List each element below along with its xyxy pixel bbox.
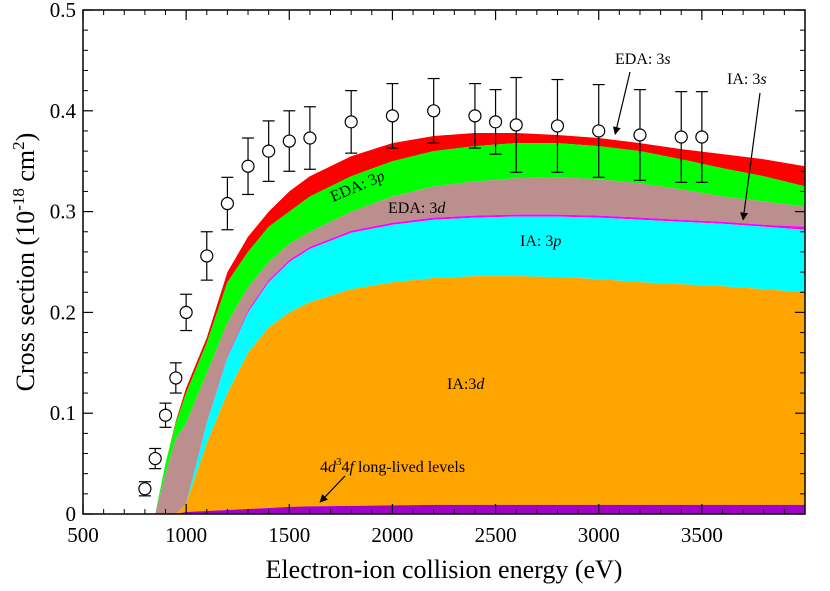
area-eda-3d xyxy=(155,177,805,514)
measurement-point xyxy=(138,481,152,497)
x-tick-label: 1500 xyxy=(268,523,310,547)
measurement-marker xyxy=(344,115,358,129)
measurement-point xyxy=(220,176,234,231)
measurement-points xyxy=(138,76,709,497)
area-long-lived xyxy=(155,504,805,514)
y-axis-title: Cross section (10-18 cm2) xyxy=(9,133,40,392)
measurement-marker xyxy=(468,109,482,123)
measurement-marker xyxy=(427,104,441,118)
y-tick-label: 0.1 xyxy=(50,401,76,425)
area-ia-3d xyxy=(155,276,805,514)
measurement-point xyxy=(550,78,565,173)
annotation-eda-3s: EDA: 3s xyxy=(615,51,671,68)
y-axis-title-mid: cm xyxy=(11,150,40,188)
measurement-point xyxy=(158,402,173,428)
measurement-marker xyxy=(303,131,317,145)
measurement-point xyxy=(468,82,482,149)
measurement-marker xyxy=(200,249,214,263)
measurement-point xyxy=(200,231,214,281)
y-tick-label: 0.5 xyxy=(50,0,76,22)
y-axis-title-exp2: 2 xyxy=(9,141,28,150)
measurement-point xyxy=(695,91,709,183)
measurement-marker xyxy=(169,371,183,385)
measurement-marker xyxy=(695,130,709,144)
area-ia-3p xyxy=(155,216,805,514)
x-tick-label: 3000 xyxy=(578,523,620,547)
measurement-marker xyxy=(550,119,565,133)
annotation-long-lived: 4d34f long-lived levels xyxy=(320,456,465,476)
measurement-point xyxy=(179,293,193,332)
x-tick-label: 2500 xyxy=(475,523,517,547)
measurement-marker xyxy=(220,196,234,211)
measurement-point xyxy=(303,106,317,170)
annotation-ia-3s: IA: 3s xyxy=(727,71,767,88)
measurement-marker xyxy=(674,130,688,144)
y-axis-title-suffix: ) xyxy=(11,133,40,142)
annotation-arrows xyxy=(319,71,761,503)
measurement-marker xyxy=(592,124,606,138)
measurement-point xyxy=(241,137,255,196)
y-axis-title-prefix: Cross section (10 xyxy=(11,211,40,392)
measurement-point xyxy=(592,83,606,178)
y-tick-label: 0.3 xyxy=(50,200,76,224)
measurement-marker xyxy=(262,144,276,158)
measurement-point xyxy=(169,362,183,394)
annotation-ia-3p: IA: 3p xyxy=(520,233,561,250)
x-tick-label: 1000 xyxy=(165,523,207,547)
plot-frame xyxy=(82,9,806,515)
x-tick-label: 2000 xyxy=(371,523,413,547)
measurement-point xyxy=(262,120,276,182)
y-tick-label: 0.2 xyxy=(50,300,76,324)
annotation-ia-3d: IA:3d xyxy=(447,376,485,393)
x-axis-title: Electron-ion collision energy (eV) xyxy=(266,555,623,584)
measurement-marker xyxy=(488,115,503,129)
arrow-eda-3s xyxy=(612,71,631,135)
stacked-areas xyxy=(83,133,805,514)
measurement-point xyxy=(633,89,647,181)
annotation-eda-3d: EDA: 3d xyxy=(388,200,446,217)
measurement-marker xyxy=(282,134,296,148)
area-eda-3s xyxy=(155,133,805,514)
measurement-point xyxy=(427,77,441,144)
measurement-point xyxy=(509,76,523,173)
measurement-marker xyxy=(158,408,173,422)
measurement-point xyxy=(148,447,162,470)
area-eda-3p xyxy=(155,143,805,514)
measurement-marker xyxy=(509,118,523,132)
measurement-marker xyxy=(633,128,647,142)
arrow-long-lived xyxy=(319,475,346,503)
measurement-marker xyxy=(385,109,400,123)
tick-labels: 500 1000 1500 2000 2500 3000 3500 0 0.1 0.2 0.3 0.4… xyxy=(50,0,723,547)
measurement-marker xyxy=(241,159,255,173)
measurement-point xyxy=(674,91,688,183)
x-tick-label: 500 xyxy=(67,523,99,547)
y-tick-label: 0.4 xyxy=(50,99,77,123)
y-axis-title-exp: -18 xyxy=(9,188,28,211)
measurement-marker xyxy=(179,305,193,319)
arrow-ia-3s xyxy=(740,92,761,221)
measurement-marker xyxy=(138,482,152,496)
measurement-point xyxy=(344,90,358,154)
measurement-point xyxy=(385,82,400,149)
x-tick-label: 3500 xyxy=(681,523,723,547)
measurement-marker xyxy=(148,451,162,466)
measurement-point xyxy=(282,110,296,172)
measurement-point xyxy=(488,89,503,155)
y-tick-label: 0 xyxy=(66,502,77,526)
